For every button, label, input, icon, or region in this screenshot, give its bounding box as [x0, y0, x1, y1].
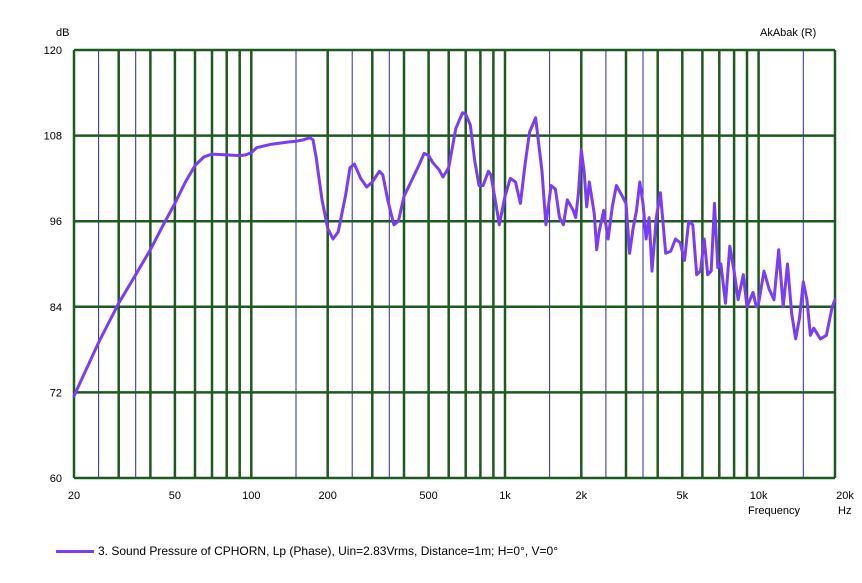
x-tick-label: 20k — [836, 490, 854, 502]
series-layer — [72, 111, 837, 398]
y-tick-label: 108 — [44, 131, 62, 143]
x-tick-label: 200 — [319, 490, 337, 502]
x-axis-unit-label: Hz — [838, 505, 851, 517]
y-tick-label: 72 — [50, 387, 62, 399]
x-tick-label: 5k — [676, 490, 688, 502]
x-tick-label: 500 — [419, 490, 437, 502]
y-tick-label: 84 — [50, 302, 62, 314]
legend-swatch-line — [56, 549, 94, 553]
x-tick-label: 50 — [169, 490, 181, 502]
x-tick-label: 2k — [575, 490, 587, 502]
y-tick-label: 96 — [50, 216, 62, 228]
legend-series-label: 3. Sound Pressure of CPHORN, Lp (Phase),… — [98, 544, 559, 558]
series-line — [72, 111, 837, 398]
legend: 3. Sound Pressure of CPHORN, Lp (Phase),… — [56, 542, 558, 560]
x-tick-label: 1k — [499, 490, 511, 502]
y-tick-label: 120 — [44, 45, 62, 57]
x-axis-label: Frequency — [748, 505, 800, 517]
major-gridlines — [72, 48, 837, 480]
minor-gridlines — [98, 50, 804, 478]
x-tick-label: 20 — [68, 490, 80, 502]
x-tick-label: 10k — [750, 490, 768, 502]
y-tick-label: 60 — [50, 473, 62, 485]
x-tick-label: 100 — [242, 490, 260, 502]
x-tick-labels: 20 50 100 200 500 1k 2k 5k 10k 20k — [68, 490, 854, 502]
y-axis-unit-label: dB — [56, 27, 69, 39]
software-brand-label: AkAbak (R) — [760, 27, 816, 39]
y-tick-labels: 60 72 84 96 108 120 — [44, 45, 62, 485]
